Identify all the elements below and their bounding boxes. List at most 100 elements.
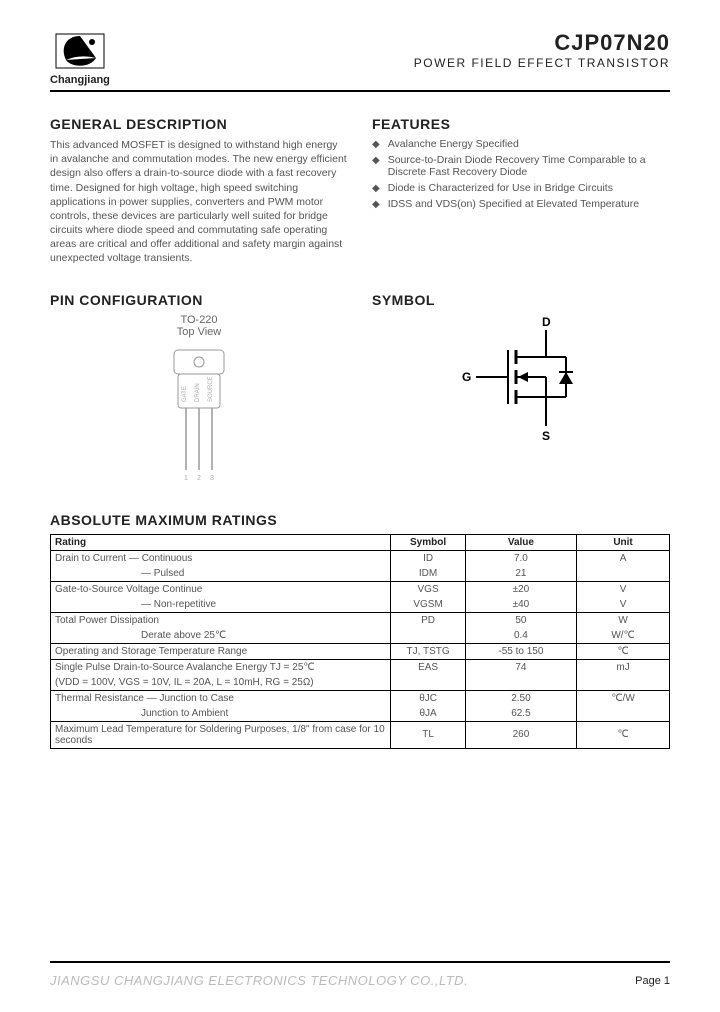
cell-rating: Maximum Lead Temperature for Soldering P… [51, 721, 391, 748]
cell-rating: Gate-to-Source Voltage Continue [51, 581, 391, 597]
cell-value [465, 675, 576, 691]
cell-unit [577, 706, 670, 722]
title-box: CJP07N20 POWER FIELD EFFECT TRANSISTOR [414, 30, 670, 70]
cell-symbol: PD [391, 612, 465, 628]
cell-value: ±40 [465, 597, 576, 613]
cell-unit: ℃ [577, 721, 670, 748]
cell-symbol: VGSM [391, 597, 465, 613]
col-symbol: Symbol [391, 534, 465, 550]
cell-symbol: ID [391, 550, 465, 566]
cell-value: 0.4 [465, 628, 576, 644]
general-description-title: GENERAL DESCRIPTION [50, 116, 348, 132]
cell-symbol: IDM [391, 566, 465, 582]
table-row: — Non-repetitiveVGSM±40V [51, 597, 670, 613]
cell-rating: Thermal Resistance — Junction to Case [51, 690, 391, 706]
feature-item: ◆IDSS and VDS(on) Specified at Elevated … [372, 198, 670, 210]
col-value: Value [465, 534, 576, 550]
cell-rating: Drain to Current — Continuous [51, 550, 391, 566]
table-row: — PulsedIDM21 [51, 566, 670, 582]
table-row: Junction to AmbientθJA62.5 [51, 706, 670, 722]
table-row: Drain to Current — ContinuousID7.0A [51, 550, 670, 566]
cell-symbol: EAS [391, 659, 465, 675]
subtitle: POWER FIELD EFFECT TRANSISTOR [414, 56, 670, 70]
cell-unit: W/℃ [577, 628, 670, 644]
mosfet-symbol-icon: D G [446, 314, 596, 444]
col-rating: Rating [51, 534, 391, 550]
symbol: SYMBOL D G [372, 280, 670, 482]
cell-rating: — Pulsed [51, 566, 391, 582]
symbol-s-label: S [542, 429, 550, 443]
pin-symbol-row: PIN CONFIGURATION TO-220 Top View GATE D… [50, 280, 670, 482]
footer: JIANGSU CHANGJIANG ELECTRONICS TECHNOLOG… [50, 961, 670, 988]
diamond-bullet-icon: ◆ [372, 199, 380, 210]
logo: Changjiang [50, 30, 110, 86]
cell-value: 74 [465, 659, 576, 675]
pin1-num: 1 [184, 475, 188, 482]
cell-value: 2.50 [465, 690, 576, 706]
diamond-bullet-icon: ◆ [372, 183, 380, 194]
pin3-name: SOURCE [208, 376, 214, 402]
ratings-header-row: Rating Symbol Value Unit [51, 534, 670, 550]
package-label: TO-220 [50, 314, 348, 326]
logo-text: Changjiang [50, 74, 110, 86]
view-label: Top View [50, 326, 348, 338]
feature-item: ◆Avalanche Energy Specified [372, 138, 670, 150]
feature-text: Diode is Characterized for Use in Bridge… [388, 182, 613, 194]
general-description-body: This advanced MOSFET is designed to with… [50, 138, 348, 266]
features-col: FEATURES ◆Avalanche Energy Specified◆Sou… [372, 104, 670, 266]
cell-unit: V [577, 581, 670, 597]
cell-symbol [391, 675, 465, 691]
features-list: ◆Avalanche Energy Specified◆Source-to-Dr… [372, 138, 670, 210]
header: Changjiang CJP07N20 POWER FIELD EFFECT T… [50, 30, 670, 92]
table-row: Gate-to-Source Voltage ContinueVGS±20V [51, 581, 670, 597]
cell-symbol: θJA [391, 706, 465, 722]
cell-value: 50 [465, 612, 576, 628]
pin-config-title: PIN CONFIGURATION [50, 292, 348, 308]
cell-value: 21 [465, 566, 576, 582]
cell-unit: V [577, 597, 670, 613]
page-number: Page 1 [635, 975, 670, 987]
table-row: Single Pulse Drain-to-Source Avalanche E… [51, 659, 670, 675]
datasheet-page: Changjiang CJP07N20 POWER FIELD EFFECT T… [0, 0, 720, 1012]
features-title: FEATURES [372, 116, 670, 132]
general-description-col: GENERAL DESCRIPTION This advanced MOSFET… [50, 104, 348, 266]
cell-unit: ℃ [577, 643, 670, 659]
diamond-bullet-icon: ◆ [372, 155, 380, 166]
table-row: Thermal Resistance — Junction to CaseθJC… [51, 690, 670, 706]
cell-value: 260 [465, 721, 576, 748]
cell-value: 7.0 [465, 550, 576, 566]
cell-symbol [391, 628, 465, 644]
cell-symbol: VGS [391, 581, 465, 597]
cell-unit: mJ [577, 659, 670, 675]
cell-unit [577, 675, 670, 691]
table-row: Maximum Lead Temperature for Soldering P… [51, 721, 670, 748]
table-row: Total Power DissipationPD50W [51, 612, 670, 628]
pin-configuration: PIN CONFIGURATION TO-220 Top View GATE D… [50, 280, 348, 482]
pin1-name: GATE [182, 386, 188, 402]
cell-unit: ℃/W [577, 690, 670, 706]
part-number: CJP07N20 [414, 30, 670, 56]
cell-rating: Derate above 25℃ [51, 628, 391, 644]
cell-unit [577, 566, 670, 582]
table-row: Derate above 25℃ 0.4W/℃ [51, 628, 670, 644]
ratings-section: ABSOLUTE MAXIMUM RATINGS Rating Symbol V… [50, 512, 670, 749]
cell-rating: — Non-repetitive [51, 597, 391, 613]
cell-unit: W [577, 612, 670, 628]
pin3-num: 3 [210, 475, 214, 482]
symbol-title: SYMBOL [372, 292, 670, 308]
feature-text: Avalanche Energy Specified [388, 138, 519, 150]
footer-company: JIANGSU CHANGJIANG ELECTRONICS TECHNOLOG… [50, 973, 468, 988]
cell-rating: Single Pulse Drain-to-Source Avalanche E… [51, 659, 391, 675]
feature-item: ◆Source-to-Drain Diode Recovery Time Com… [372, 154, 670, 178]
desc-features-row: GENERAL DESCRIPTION This advanced MOSFET… [50, 104, 670, 266]
symbol-d-label: D [542, 315, 551, 329]
cell-rating: Operating and Storage Temperature Range [51, 643, 391, 659]
table-row: Operating and Storage Temperature RangeT… [51, 643, 670, 659]
cell-rating: Junction to Ambient [51, 706, 391, 722]
changjiang-logo-icon [52, 30, 108, 72]
ratings-title: ABSOLUTE MAXIMUM RATINGS [50, 512, 670, 528]
pin2-num: 2 [197, 475, 201, 482]
cell-value: -55 to 150 [465, 643, 576, 659]
table-row: (VDD = 100V, VGS = 10V, IL = 20A, L = 10… [51, 675, 670, 691]
cell-symbol: θJC [391, 690, 465, 706]
